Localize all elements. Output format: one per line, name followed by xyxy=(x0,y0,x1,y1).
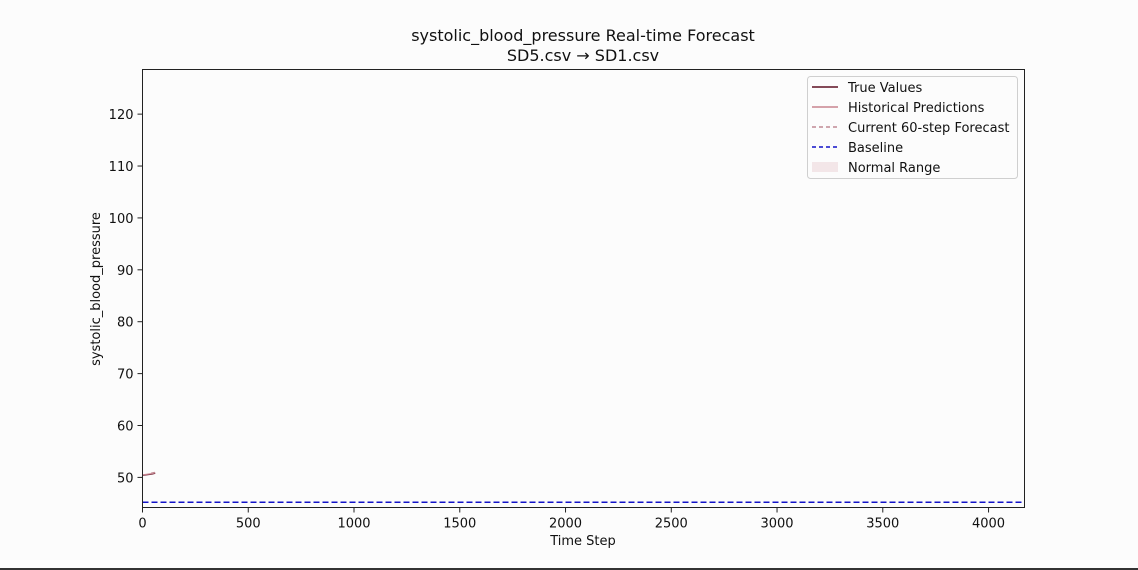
x-tick-label: 1000 xyxy=(337,517,370,532)
legend-label-normal-range: Normal Range xyxy=(848,161,940,176)
y-tick-label: 110 xyxy=(109,160,134,175)
chart-subtitle: SD5.csv → SD1.csv xyxy=(507,46,659,65)
legend-label-historical-predictions: Historical Predictions xyxy=(848,101,985,116)
y-tick-label: 90 xyxy=(117,264,134,279)
legend-swatch-normal-range xyxy=(812,162,838,172)
x-tick-label: 2500 xyxy=(655,517,688,532)
legend-box xyxy=(807,76,1018,179)
y-tick-label: 50 xyxy=(117,471,134,486)
y-tick-label: 80 xyxy=(117,316,134,331)
x-tick-label: 3500 xyxy=(866,517,899,532)
plot-frame xyxy=(142,69,1025,508)
bottom-border xyxy=(0,568,1138,570)
x-tick-label: 0 xyxy=(138,517,146,532)
x-tick-label: 3000 xyxy=(760,517,793,532)
series-current-60-step-forecast xyxy=(150,471,156,474)
y-tick-label: 120 xyxy=(109,108,134,123)
y-tick-label: 100 xyxy=(109,212,134,227)
chart-title: systolic_blood_pressure Real-time Foreca… xyxy=(411,26,755,46)
x-tick-label: 2000 xyxy=(549,517,582,532)
legend: True Values Historical Predictions Current… xyxy=(807,76,1018,179)
legend-label-current-60-step-forecast: Current 60-step Forecast xyxy=(848,121,1009,136)
y-tick-label: 70 xyxy=(117,368,134,383)
y-tick-label: 60 xyxy=(117,420,134,435)
y-axis: 50 60 70 80 90 100 110 120 xyxy=(109,108,143,486)
y-axis-label: systolic_blood_pressure xyxy=(89,212,104,366)
x-axis-label: Time Step xyxy=(549,534,616,549)
x-axis: 0 500 1000 1500 2000 2500 3000 3500 4000 xyxy=(138,507,1005,532)
legend-label-baseline: Baseline xyxy=(848,141,903,156)
legend-label-true-values: True Values xyxy=(847,81,922,96)
x-tick-label: 1500 xyxy=(443,517,476,532)
x-tick-label: 500 xyxy=(236,517,261,532)
plot-area xyxy=(142,471,1025,504)
x-tick-label: 4000 xyxy=(972,517,1005,532)
